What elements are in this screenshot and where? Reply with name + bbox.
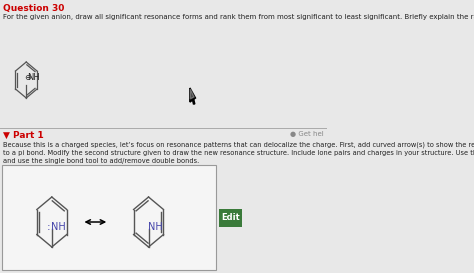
Text: to a pi bond. Modify the second structure given to draw the new resonance struct: to a pi bond. Modify the second structur… xyxy=(3,150,474,156)
Text: NH: NH xyxy=(148,222,163,232)
Text: For the given anion, draw all significant resonance forms and rank them from mos: For the given anion, draw all significan… xyxy=(3,14,474,20)
Text: ⊖: ⊖ xyxy=(24,73,31,82)
Text: Because this is a charged species, let’s focus on resonance patterns that can de: Because this is a charged species, let’s… xyxy=(3,142,474,149)
FancyBboxPatch shape xyxy=(2,165,216,270)
Text: ● Get hel: ● Get hel xyxy=(290,131,324,137)
Polygon shape xyxy=(191,89,194,99)
Text: ▼ Part 1: ▼ Part 1 xyxy=(3,131,44,140)
Polygon shape xyxy=(190,88,195,104)
Text: NH: NH xyxy=(27,73,40,82)
Polygon shape xyxy=(190,88,195,102)
FancyBboxPatch shape xyxy=(219,209,243,227)
Text: Question 30: Question 30 xyxy=(3,4,65,13)
Text: and use the single bond tool to add/remove double bonds.: and use the single bond tool to add/remo… xyxy=(3,158,200,164)
Text: :: : xyxy=(47,222,50,232)
Text: Edit: Edit xyxy=(221,213,240,222)
Text: NH: NH xyxy=(51,222,66,232)
